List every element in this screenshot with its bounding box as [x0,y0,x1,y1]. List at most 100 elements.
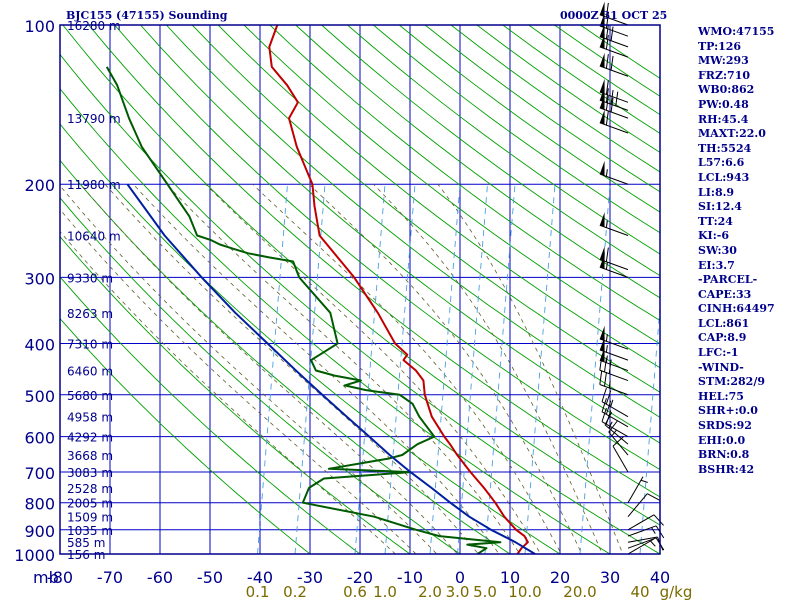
wind-barb-feather [605,24,609,40]
pressure-tick-label: 300 [24,269,55,288]
temperature-trace [268,25,529,554]
height-label: 2528 m [67,482,113,496]
stat-line: CINH:64497 [698,302,775,316]
wind-barb-feather [605,14,609,29]
wind-barb-staff [627,538,655,555]
stat-line: -WIND- [698,360,744,374]
temperature-tick-label: -40 [247,568,273,587]
wind-barb [599,212,629,236]
moist-adiabat [60,230,396,554]
sounding-traces [105,25,536,554]
moist-adiabat [60,208,417,554]
mixing-ratio-line [484,184,516,554]
stat-line: RH:45.4 [698,112,749,126]
mixing-ratio-label: 0.6 [343,583,367,600]
wind-barb-feather [605,2,609,18]
stat-line: CAPE:33 [698,287,752,301]
wind-barb [599,356,629,382]
wind-barb [612,436,629,473]
stat-line: SRDS:92 [698,419,752,433]
wind-barb [599,370,629,396]
temperature-tick-label: -60 [147,568,173,587]
mixing-ratio-line [384,184,416,554]
pressure-tick-label: 100 [24,17,55,36]
stat-line: LI:8.9 [698,185,735,199]
dry-adiabat [191,25,660,393]
height-label: 13790 m [67,112,121,126]
pressure-tick-label: 1000 [14,546,55,565]
stat-line: EHI:0.0 [698,433,746,447]
wind-barb-staff [627,537,657,549]
stats-panel: WMO:47155 TP:126 MW:293 FRZ:710 WB0:862 PW:0.… [698,25,798,477]
parcel-trace [126,183,536,554]
mixing-ratio-line [524,184,556,554]
pressure-tick-label: 600 [24,429,55,448]
height-label: 7310 m [67,337,113,351]
wind-barb [627,493,661,517]
wind-barb-pennant [599,1,605,17]
stat-line: LCL:861 [698,316,750,330]
wind-barb [599,78,629,103]
wind-barb-half-feather [605,334,608,342]
stat-line: WMO:47155 [698,25,775,38]
mixing-ratio-label: 20.0 [563,583,596,600]
temperature-tick-label: 0 [455,568,465,587]
height-label: 8263 m [67,307,113,321]
stat-line: STM:282/9 [698,375,765,389]
mixing-ratio-line [457,184,488,554]
dry-adiabat [114,25,660,471]
wind-barbs [599,1,665,555]
temperature-tick-label: -10 [397,568,423,587]
dry-adiabat [165,25,660,418]
wind-barb-feather [653,514,664,526]
wind-barb-feather [610,26,614,41]
temperature-tick-label: 20 [550,568,570,587]
stat-line: -PARCEL- [698,273,758,287]
wind-barb-feather [605,54,609,69]
wind-barb-feather [605,34,609,50]
wind-barb-feather [599,370,603,385]
wind-barb-feather [647,493,661,501]
height-label: 1509 m [67,511,113,525]
height-label: 585 m [67,536,105,550]
mixing-ratio-label: 0.2 [283,583,307,600]
moist-adiabat [373,183,603,554]
height-label: 9330 m [67,271,113,285]
stat-line: TT:24 [698,214,733,228]
temperature-tick-label: 10 [500,568,520,587]
pressure-tick-label: 700 [24,464,55,483]
mixing-ratio-label: g/kg [660,583,693,600]
wind-barb [599,325,629,350]
pressure-tick-label: 400 [24,335,55,354]
wind-barb-feather [605,80,609,95]
stat-line: FRZ:710 [698,68,751,82]
moist-adiabat [104,183,479,554]
date-title: 0000Z 31 OCT 25 [560,9,668,22]
height-label: 16280 m [67,19,121,33]
wind-barb-pennant [599,160,605,176]
wind-barb-staff [612,445,629,473]
wind-barb-feather [604,357,607,373]
stat-line: WB0:862 [698,83,755,97]
moist-adiabat [252,183,562,554]
temperature-tick-label: 30 [600,568,620,587]
dry-adiabat [60,317,311,554]
pressure-tick-label: 200 [24,176,55,195]
dry-adiabat [60,197,461,554]
dry-adiabat [140,25,660,444]
dry-adiabat [60,88,611,554]
height-label: 3083 m [67,466,113,480]
wind-barb-half-feather [610,399,614,407]
stat-line: EI:3.7 [698,258,735,272]
wind-barb-feather [612,436,624,447]
mixing-ratio-label: 5.0 [473,583,497,600]
station-title: BJC155 (47155) Sounding [66,9,228,22]
wind-barb-staff [627,514,655,531]
wind-barb [599,246,629,271]
wind-barb-feather [608,359,612,374]
moist-adiabat [166,183,521,554]
dry-adiabats [60,25,660,554]
wind-barb [601,387,629,418]
height-label: 10640 m [67,230,121,244]
wind-barb [599,109,629,134]
